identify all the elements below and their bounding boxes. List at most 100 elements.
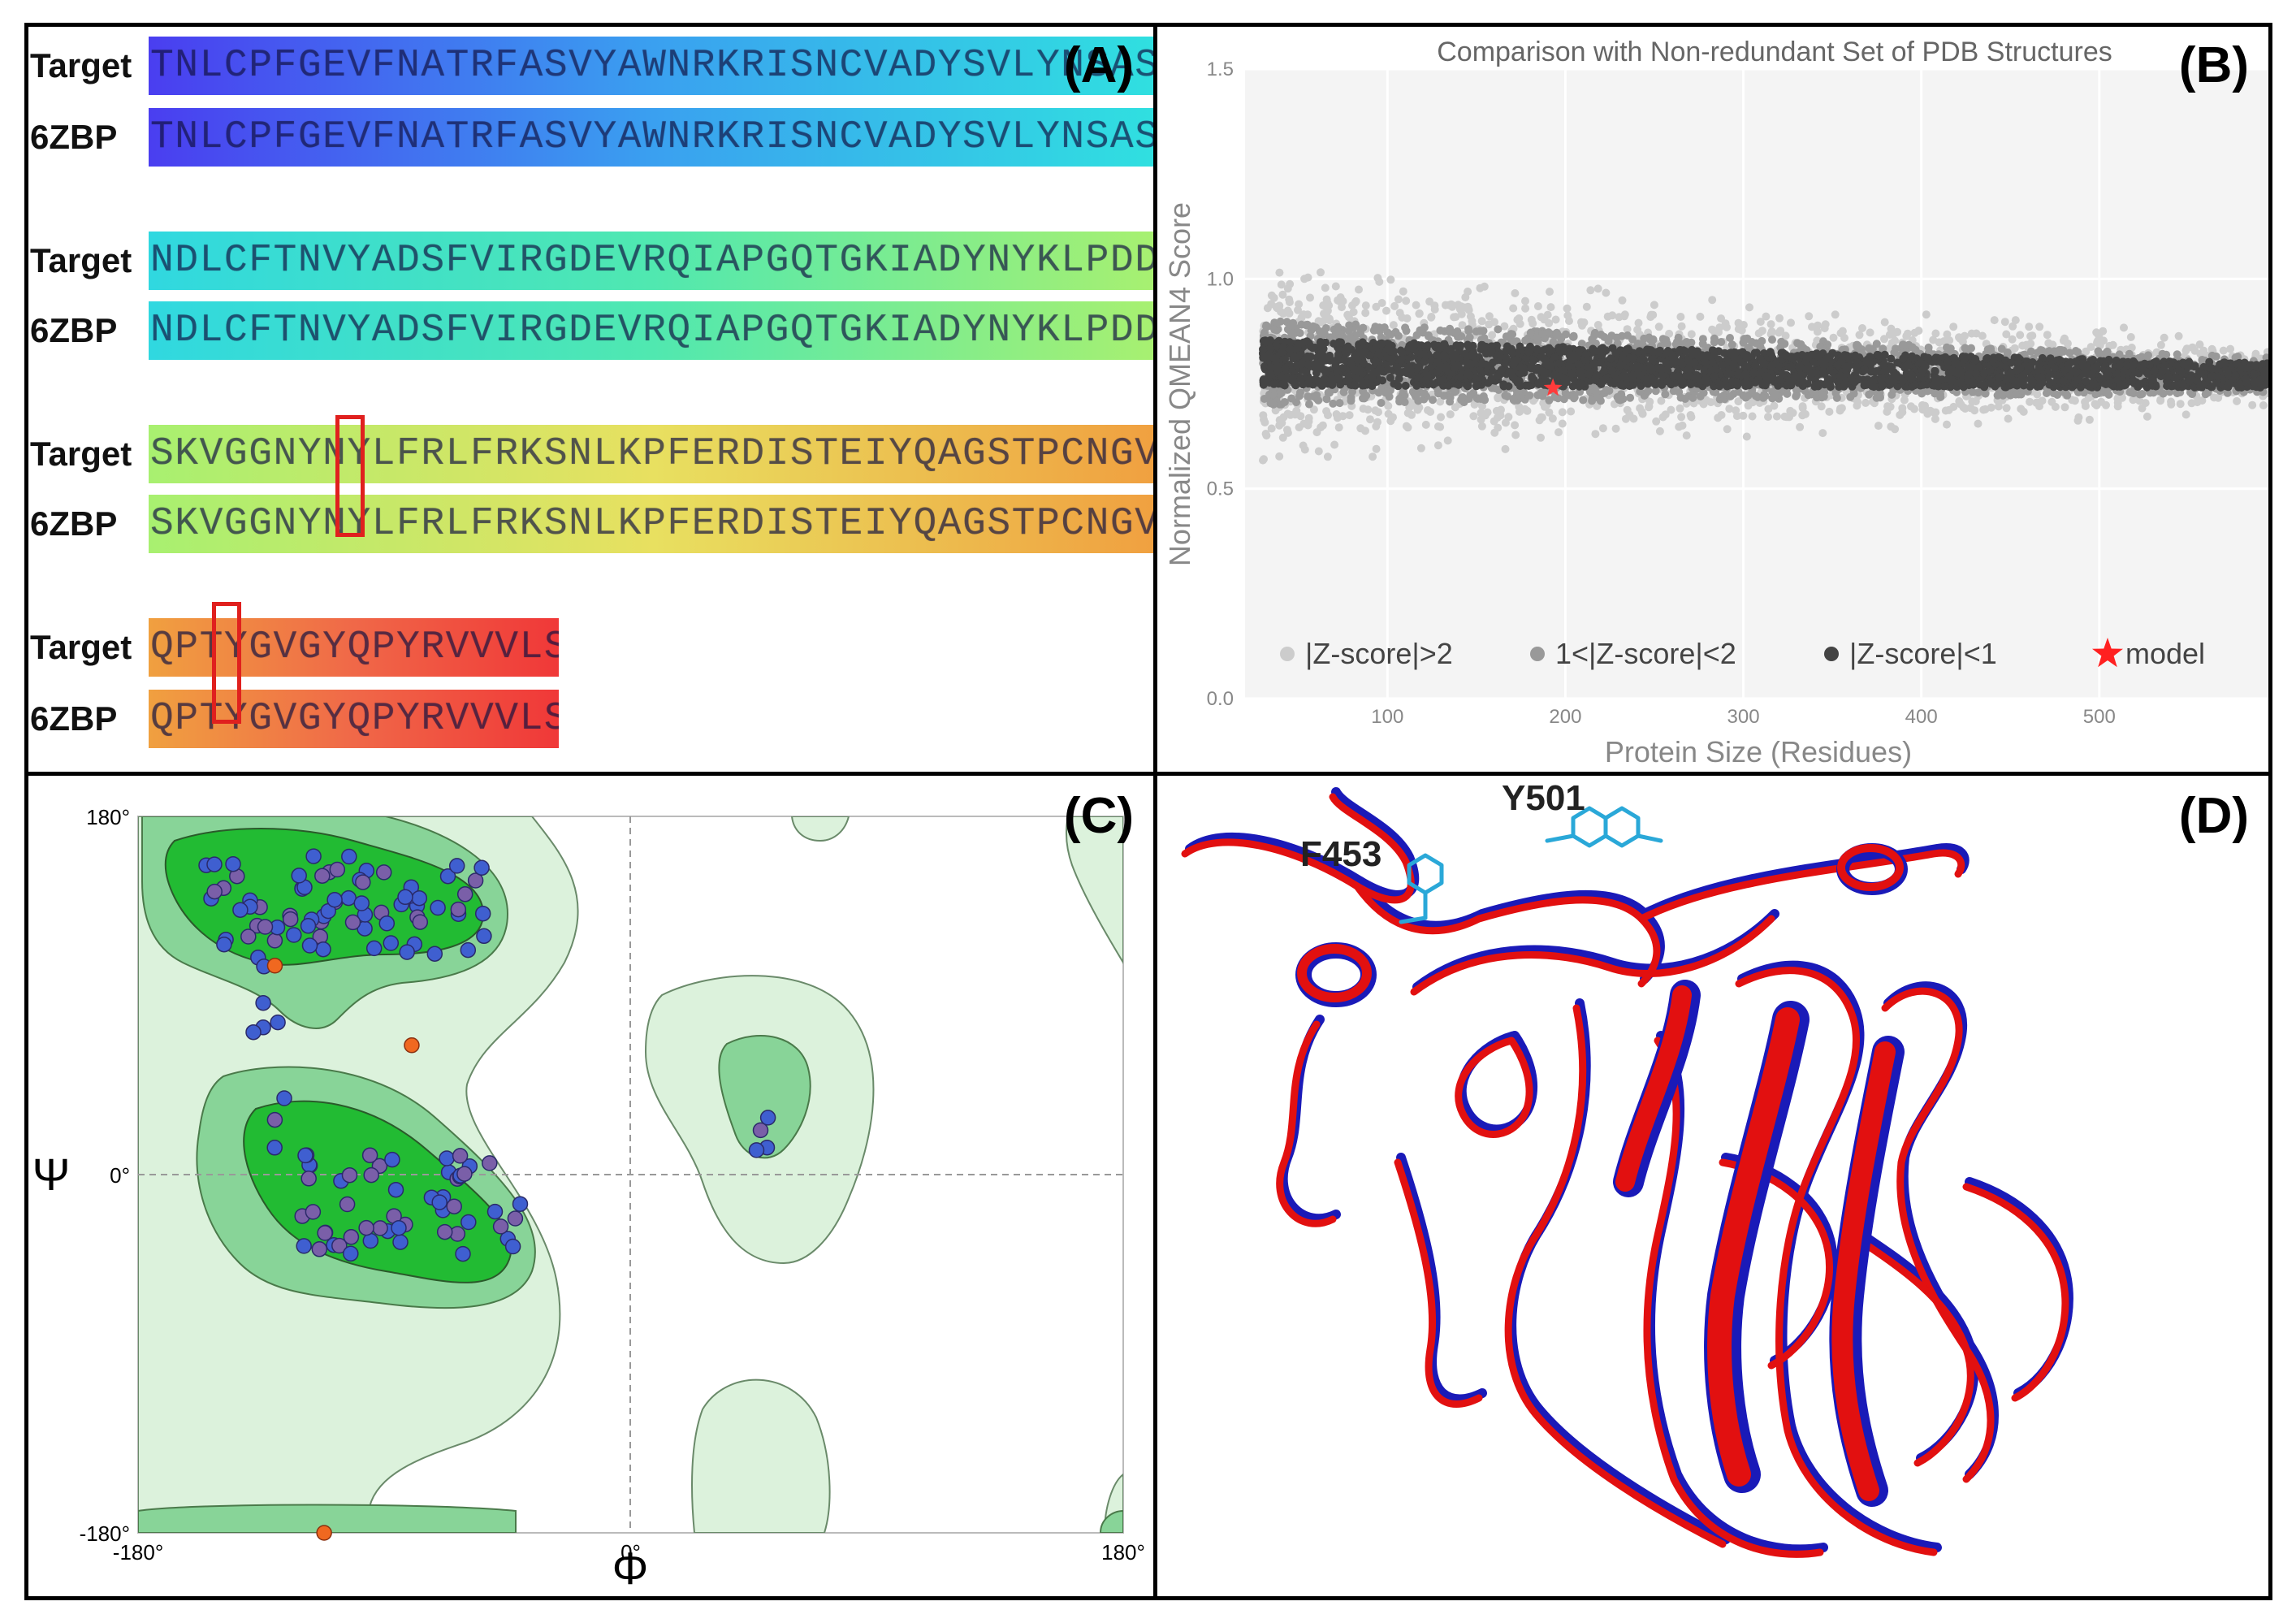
point-z-1to2: [1623, 331, 1632, 340]
point-z-lt1: [1851, 351, 1860, 360]
point-z-1to2: [1414, 396, 1423, 405]
point-z-gt2: [1323, 452, 1332, 461]
point-z-gt2: [1511, 421, 1520, 430]
point-z-lt1: [1347, 381, 1356, 389]
point-z-1to2: [1768, 394, 1777, 403]
point-z-gt2: [2074, 413, 2083, 422]
point-z-gt2: [1745, 303, 1753, 312]
point-z-gt2: [2044, 339, 2053, 348]
point-z-1to2: [1570, 393, 1579, 401]
point-z-1to2: [1696, 392, 1705, 400]
point-z-gt2: [1634, 318, 1643, 327]
point-z-gt2: [1546, 303, 1555, 312]
point-z-gt2: [2093, 338, 2101, 347]
point-z-gt2: [1312, 428, 1321, 437]
point-z-gt2: [1543, 310, 1552, 319]
point-z-1to2: [1890, 348, 1899, 357]
seq-bar-4: SKVGGNYNYLFRLFRKSNLKPFERDISTEIYQAGSTPCNG…: [149, 425, 1153, 483]
point-z-gt2: [1770, 401, 1779, 410]
point-z-1to2: [1604, 336, 1613, 345]
point-z-gt2: [1304, 413, 1313, 422]
point-z-lt1: [1590, 347, 1599, 355]
point-z-gt2: [2070, 396, 2079, 405]
point-z-1to2: [1453, 327, 1462, 335]
point-z-gt2: [1545, 318, 1554, 327]
highlight-box-y501: [212, 602, 241, 724]
point-z-gt2: [1548, 414, 1557, 423]
point-z-lt1: [1321, 368, 1330, 377]
point-z-1to2: [1304, 392, 1312, 401]
point-z-1to2: [2063, 391, 2072, 400]
point-z-gt2: [1775, 314, 1784, 322]
point-z-gt2: [1321, 283, 1330, 292]
seq-bar-5: SKVGGNYNYLFRLFRKSNLKPFERDISTEIYQAGSTPCNG…: [149, 495, 1153, 553]
point-z-1to2: [1865, 390, 1874, 399]
point-z-gt2: [1687, 330, 1696, 339]
point-z-lt1: [1423, 341, 1432, 350]
point-z-gt2: [1887, 422, 1896, 431]
point-z-gt2: [1676, 404, 1684, 413]
point-z-gt2: [1537, 413, 1546, 422]
point-z-1to2: [1967, 344, 1975, 353]
point-z-1to2: [1380, 323, 1389, 332]
panel-a-sequence-alignment: Target TNLCPFGEVFNATRFASVYAWNRKRISNCVADYS…: [24, 23, 1157, 776]
seq-label-5: 6ZBP: [30, 504, 118, 543]
point-z-1to2: [1465, 333, 1474, 342]
point-z-lt1: [1386, 373, 1394, 382]
point-z-gt2: [2059, 336, 2068, 345]
point-z-1to2: [1359, 323, 1368, 332]
point-z-1to2: [1280, 398, 1289, 406]
seq-label-0: Target: [30, 46, 132, 84]
point-z-1to2: [1302, 321, 1311, 330]
point-z-gt2: [1931, 414, 1939, 423]
point-z-1to2: [1270, 325, 1279, 334]
point-z-gt2: [1433, 441, 1442, 450]
point-z-gt2: [2198, 396, 2207, 405]
point-z-gt2: [1943, 420, 1951, 429]
point-z-gt2: [2028, 331, 2037, 340]
point-z-gt2: [1373, 418, 1381, 426]
point-z-gt2: [1494, 394, 1503, 403]
point-z-gt2: [2120, 323, 2128, 332]
point-z-gt2: [1801, 409, 1810, 418]
point-z-1to2: [1612, 333, 1621, 342]
point-z-gt2: [1403, 409, 1412, 418]
point-z-gt2: [1345, 411, 1354, 420]
point-z-gt2: [1725, 405, 1734, 413]
point-z-gt2: [1494, 423, 1503, 432]
point-z-1to2: [1626, 393, 1635, 402]
point-z-gt2: [1277, 280, 1286, 289]
point-z-gt2: [2011, 316, 2020, 325]
point-z-gt2: [1742, 432, 1751, 441]
point-z-gt2: [2025, 322, 2034, 331]
point-z-1to2: [2212, 352, 2220, 361]
point-z-gt2: [2035, 322, 2044, 331]
point-z-gt2: [2017, 405, 2026, 413]
point-z-gt2: [1427, 313, 1436, 322]
point-z-gt2: [1756, 318, 1765, 327]
point-z-gt2: [1949, 322, 1958, 331]
point-z-gt2: [1441, 301, 1450, 309]
point-z-gt2: [2160, 333, 2168, 342]
point-z-1to2: [2233, 353, 2242, 361]
point-z-gt2: [1424, 406, 1432, 414]
point-z-gt2: [1593, 321, 1602, 329]
point-z-gt2: [1537, 313, 1546, 322]
point-z-gt2: [1955, 397, 1964, 405]
point-z-gt2: [1260, 418, 1269, 426]
point-z-gt2: [1805, 312, 1814, 321]
point-z-1to2: [1577, 340, 1586, 348]
point-z-gt2: [1399, 287, 1407, 296]
point-z-1to2: [2159, 389, 2168, 398]
point-z-1to2: [1314, 396, 1323, 405]
point-z-gt2: [2181, 346, 2190, 355]
point-z-1to2: [1266, 399, 1275, 408]
point-z-gt2: [1766, 320, 1775, 329]
point-z-gt2: [1314, 447, 1323, 456]
point-z-gt2: [2188, 343, 2197, 352]
point-z-gt2: [1658, 413, 1667, 422]
point-z-1to2: [1347, 393, 1356, 402]
point-z-gt2: [1682, 431, 1691, 440]
point-z-1to2: [2173, 350, 2181, 359]
point-z-gt2: [1677, 322, 1686, 331]
